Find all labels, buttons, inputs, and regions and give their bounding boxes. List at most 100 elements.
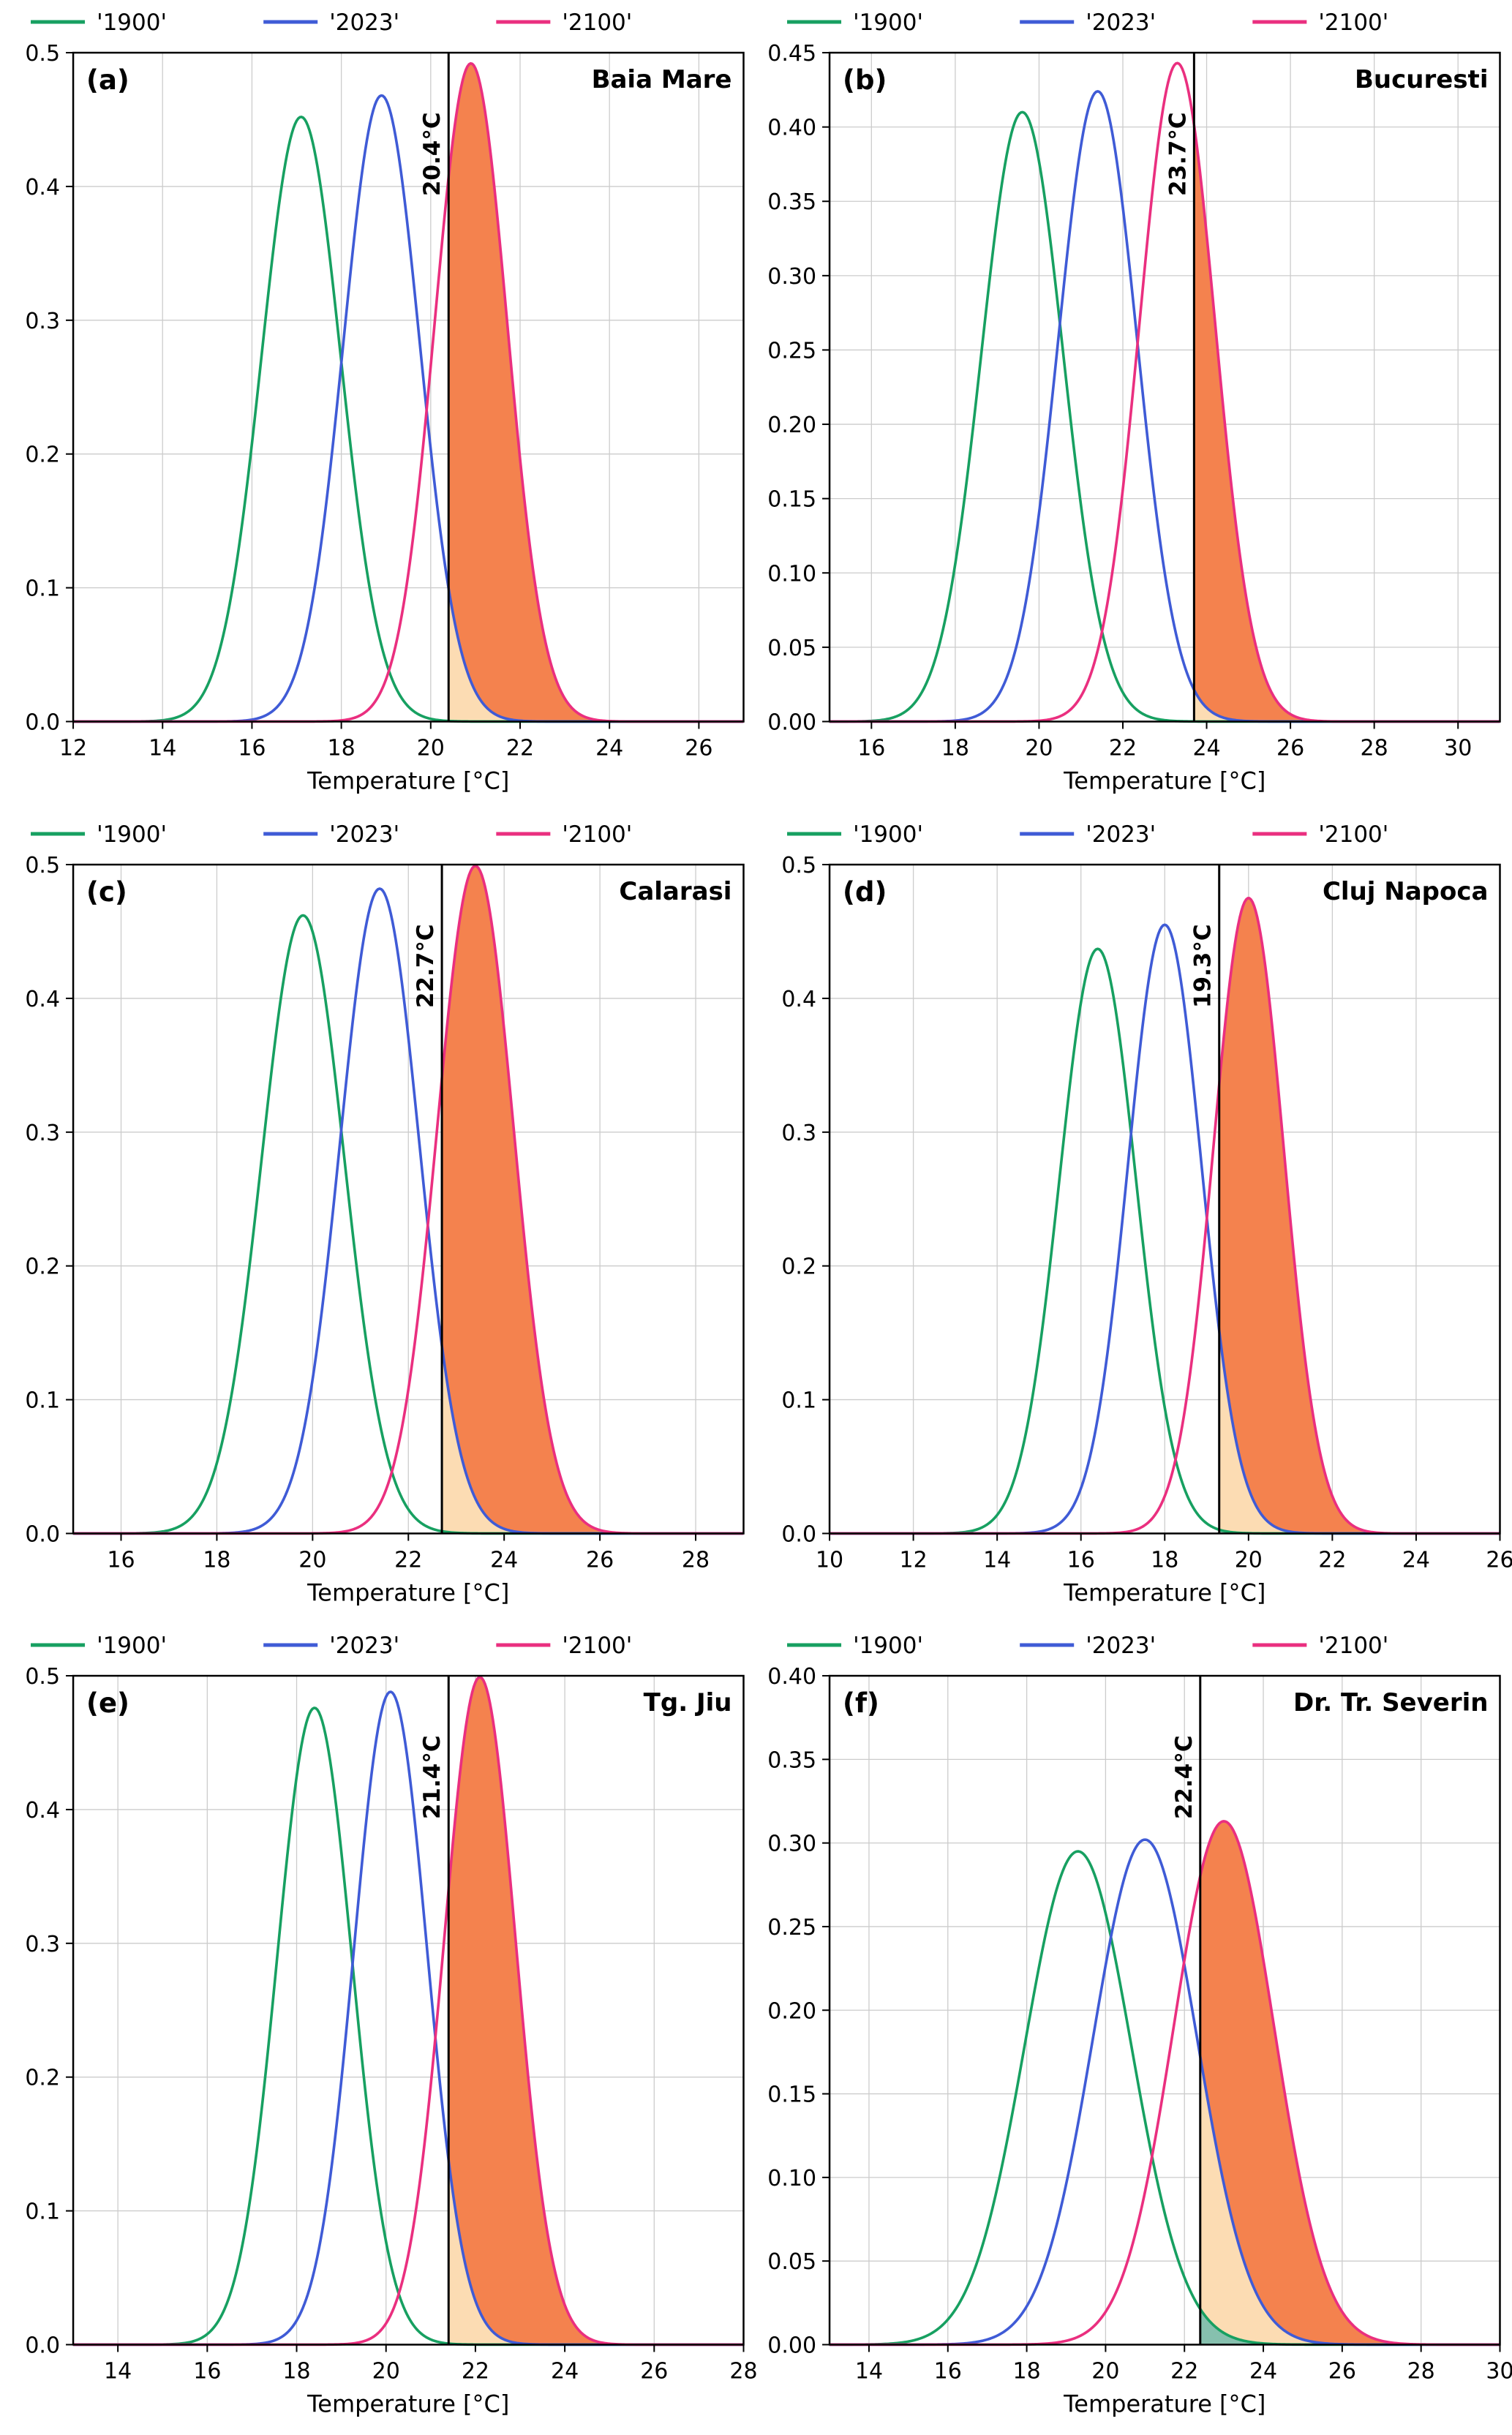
panel-letter: (c) — [86, 876, 127, 908]
panel-title: Tg. Jiu — [644, 1688, 732, 1717]
y-tick-label: 0.5 — [781, 853, 816, 878]
x-tick-label: 20 — [1091, 2359, 1119, 2385]
curve-1900 — [830, 112, 1500, 721]
curve-1900 — [830, 1851, 1500, 2344]
exceedance-area-2100 — [1194, 125, 1500, 722]
panel-title: Dr. Tr. Severin — [1293, 1688, 1488, 1717]
y-tick-label: 0.3 — [781, 1120, 816, 1145]
panel-title: Cluj Napoca — [1322, 877, 1488, 906]
x-tick-label: 26 — [685, 735, 712, 761]
y-tick-label: 0.0 — [25, 710, 60, 735]
threshold-label: 20.4°C — [419, 112, 445, 196]
legend-label-2023: '2023' — [1086, 821, 1156, 848]
y-tick-label: 0.15 — [767, 2082, 816, 2108]
x-tick-label: 26 — [1328, 2359, 1355, 2385]
curve-1900 — [73, 117, 743, 722]
x-axis-label: Temperature [°C] — [306, 2390, 509, 2418]
curve-2023 — [73, 96, 743, 722]
y-tick-label: 0.4 — [25, 175, 60, 200]
y-tick-label: 0.10 — [767, 2166, 816, 2191]
y-tick-label: 0.4 — [781, 986, 816, 1012]
x-axis-label: Temperature [°C] — [306, 767, 509, 795]
x-tick-label: 18 — [1012, 2359, 1040, 2385]
x-tick-label: 22 — [1170, 2359, 1198, 2385]
y-tick-label: 0.2 — [25, 1254, 60, 1279]
exceedance-area-2100 — [1219, 897, 1500, 1533]
threshold-label: 22.7°C — [413, 924, 439, 1008]
curve-2100 — [73, 64, 743, 722]
y-tick-label: 0.5 — [25, 853, 60, 878]
x-tick-label: 24 — [490, 1547, 518, 1573]
y-tick-label: 0.05 — [767, 2249, 816, 2275]
legend-label-1900: '1900' — [97, 821, 167, 848]
y-tick-label: 0.35 — [767, 189, 816, 215]
x-tick-label: 30 — [1486, 2359, 1512, 2385]
y-tick-label: 0.2 — [781, 1254, 816, 1279]
x-tick-label: 24 — [551, 2359, 579, 2385]
panel-letter: (d) — [843, 876, 887, 908]
x-axis-label: Temperature [°C] — [1063, 767, 1265, 795]
x-tick-label: 24 — [595, 735, 623, 761]
legend-label-2023: '2023' — [329, 10, 399, 36]
y-tick-label: 0.20 — [767, 413, 816, 438]
y-tick-label: 0.15 — [767, 487, 816, 513]
y-tick-label: 0.0 — [781, 1521, 816, 1547]
legend-label-2023: '2023' — [1086, 10, 1156, 36]
x-tick-label: 24 — [1192, 735, 1220, 761]
y-tick-label: 0.10 — [767, 561, 816, 587]
x-tick-label: 14 — [148, 735, 176, 761]
x-tick-label: 16 — [857, 735, 885, 761]
x-tick-label: 18 — [328, 735, 356, 761]
legend-label-2100: '2100' — [562, 10, 632, 36]
threshold-label: 23.7°C — [1165, 112, 1191, 196]
x-tick-label: 18 — [941, 735, 968, 761]
x-tick-label: 14 — [104, 2359, 132, 2385]
x-tick-label: 26 — [1276, 735, 1304, 761]
y-tick-label: 0.05 — [767, 636, 816, 661]
x-tick-label: 14 — [854, 2359, 882, 2385]
x-tick-label: 18 — [1151, 1547, 1178, 1573]
x-axis-label: Temperature [°C] — [306, 1578, 509, 1606]
legend-label-1900: '1900' — [853, 1633, 923, 1659]
x-tick-label: 28 — [1360, 735, 1388, 761]
legend-label-2100: '2100' — [1318, 10, 1388, 36]
x-tick-label: 10 — [815, 1547, 843, 1573]
y-tick-label: 0.3 — [25, 1120, 60, 1145]
legend-label-1900: '1900' — [853, 10, 923, 36]
panel-title: Bucuresti — [1355, 65, 1488, 94]
panel-letter: (a) — [86, 64, 129, 96]
panel-title: Baia Mare — [592, 65, 732, 94]
axes-frame — [73, 53, 743, 721]
y-tick-label: 0.40 — [767, 1664, 816, 1690]
x-tick-label: 26 — [586, 1547, 614, 1573]
legend-label-1900: '1900' — [97, 1633, 167, 1659]
threshold-label: 22.4°C — [1170, 1735, 1197, 1819]
y-tick-label: 0.1 — [25, 2199, 60, 2225]
x-tick-label: 22 — [1108, 735, 1136, 761]
x-tick-label: 16 — [107, 1547, 135, 1573]
y-tick-label: 0.00 — [767, 710, 816, 735]
legend-label-2100: '2100' — [562, 1633, 632, 1659]
x-tick-label: 24 — [1249, 2359, 1276, 2385]
legend-label-1900: '1900' — [97, 10, 167, 36]
panel-letter: (e) — [86, 1687, 129, 1719]
y-tick-label: 0.3 — [25, 1932, 60, 1957]
y-tick-label: 0.40 — [767, 116, 816, 141]
x-tick-label: 30 — [1444, 735, 1472, 761]
y-tick-label: 0.25 — [767, 1915, 816, 1941]
x-tick-label: 28 — [729, 2359, 756, 2385]
threshold-label: 19.3°C — [1189, 924, 1216, 1008]
x-tick-label: 20 — [417, 735, 445, 761]
y-tick-label: 0.2 — [25, 2066, 60, 2091]
exceedance-area-2100 — [442, 865, 743, 1533]
exceedance-area-2100 — [448, 1677, 743, 2344]
x-tick-label: 22 — [506, 735, 534, 761]
curve-2100 — [830, 1821, 1500, 2345]
